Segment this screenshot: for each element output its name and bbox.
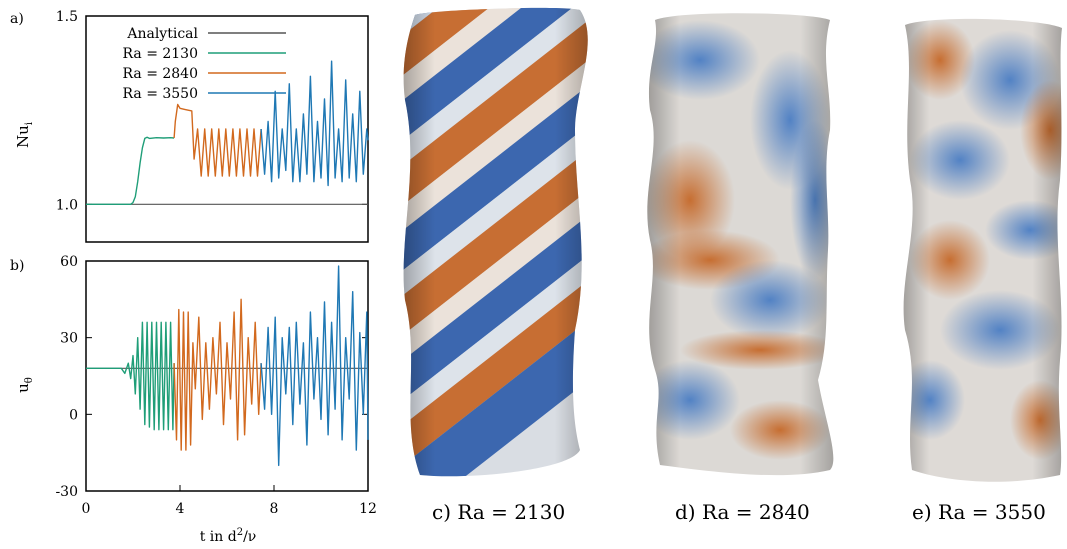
chart-b-series-ra-2840: [173, 298, 262, 451]
chart-a-legend: Analytical Ra = 2130 Ra = 2840 Ra = 3550: [123, 26, 286, 102]
chart-a-frame: [85, 15, 369, 243]
chart-b-xtick-label: 12: [359, 501, 377, 517]
chart-b-xlabel-tail: /ν: [243, 529, 256, 545]
chart-b-series-ra-3550: [260, 265, 369, 467]
chart-a-lines: [86, 60, 369, 206]
caption-d: d) Ra = 2840: [675, 500, 810, 524]
chart-b-ylabel: uθ: [14, 377, 35, 393]
chart-b-xtick-label: 4: [176, 501, 185, 517]
caption-e: e) Ra = 3550: [912, 500, 1046, 524]
chart-b-ytick-label: -30: [55, 484, 78, 500]
legend-label: Ra = 3550: [123, 86, 198, 102]
caption-c: c) Ra = 2130: [432, 500, 566, 524]
chart-b-ylabel-sub: θ: [24, 377, 35, 383]
chart-b-ytick-label: 0: [69, 407, 78, 423]
legend-label: Ra = 2840: [123, 66, 198, 82]
chart-b-xtick-label: 0: [82, 501, 91, 517]
chart-a-ylabel-sub: i: [24, 122, 35, 125]
chart-a-ylabel: Nui: [14, 122, 35, 148]
chart-a-ytick-label: 1.5: [56, 9, 78, 25]
chart-a-series-ra-3550: [260, 60, 369, 187]
chart-b-ytick-label: 60: [60, 254, 78, 270]
chart-a-series-ra-2840: [173, 103, 262, 177]
chart-b-ylabel-main: u: [14, 383, 32, 393]
chart-b-frame: [85, 260, 369, 492]
legend-label: Ra = 2130: [123, 46, 198, 62]
panel-label-a: a): [10, 11, 24, 27]
chart-b-xlabel: t in d2/ν: [200, 527, 257, 545]
chart-a-yticks: 1.0 1.5: [56, 9, 368, 213]
chart-b-xlabel-sup: 2: [237, 527, 243, 538]
chart-a-series-ra-2130: [86, 136, 175, 206]
chart-a-ytick-label: 1.0: [56, 197, 78, 213]
cylinder-d-image: [647, 13, 834, 476]
chart-b-series-ra-2130: [86, 321, 175, 431]
chart-b-xticks: 0 4 8 12: [82, 485, 377, 517]
cylinder-c-image: [403, 7, 588, 477]
chart-a-ylabel-main: Nu: [14, 125, 32, 148]
chart-b-lines: [86, 265, 369, 467]
chart-b-yticks: -30 0 30 60: [55, 254, 368, 500]
chart-a: 1.0 1.5 Nui Analytical Ra = 2130 Ra = 2840 R…: [14, 9, 369, 243]
chart-b-xtick-label: 8: [270, 501, 279, 517]
chart-b-ytick-label: 30: [60, 331, 78, 347]
cylinder-e-image: [903, 18, 1062, 482]
panel-label-b: b): [10, 258, 24, 274]
chart-b-xlabel-main: t in d: [200, 529, 237, 545]
legend-label: Analytical: [126, 26, 198, 42]
